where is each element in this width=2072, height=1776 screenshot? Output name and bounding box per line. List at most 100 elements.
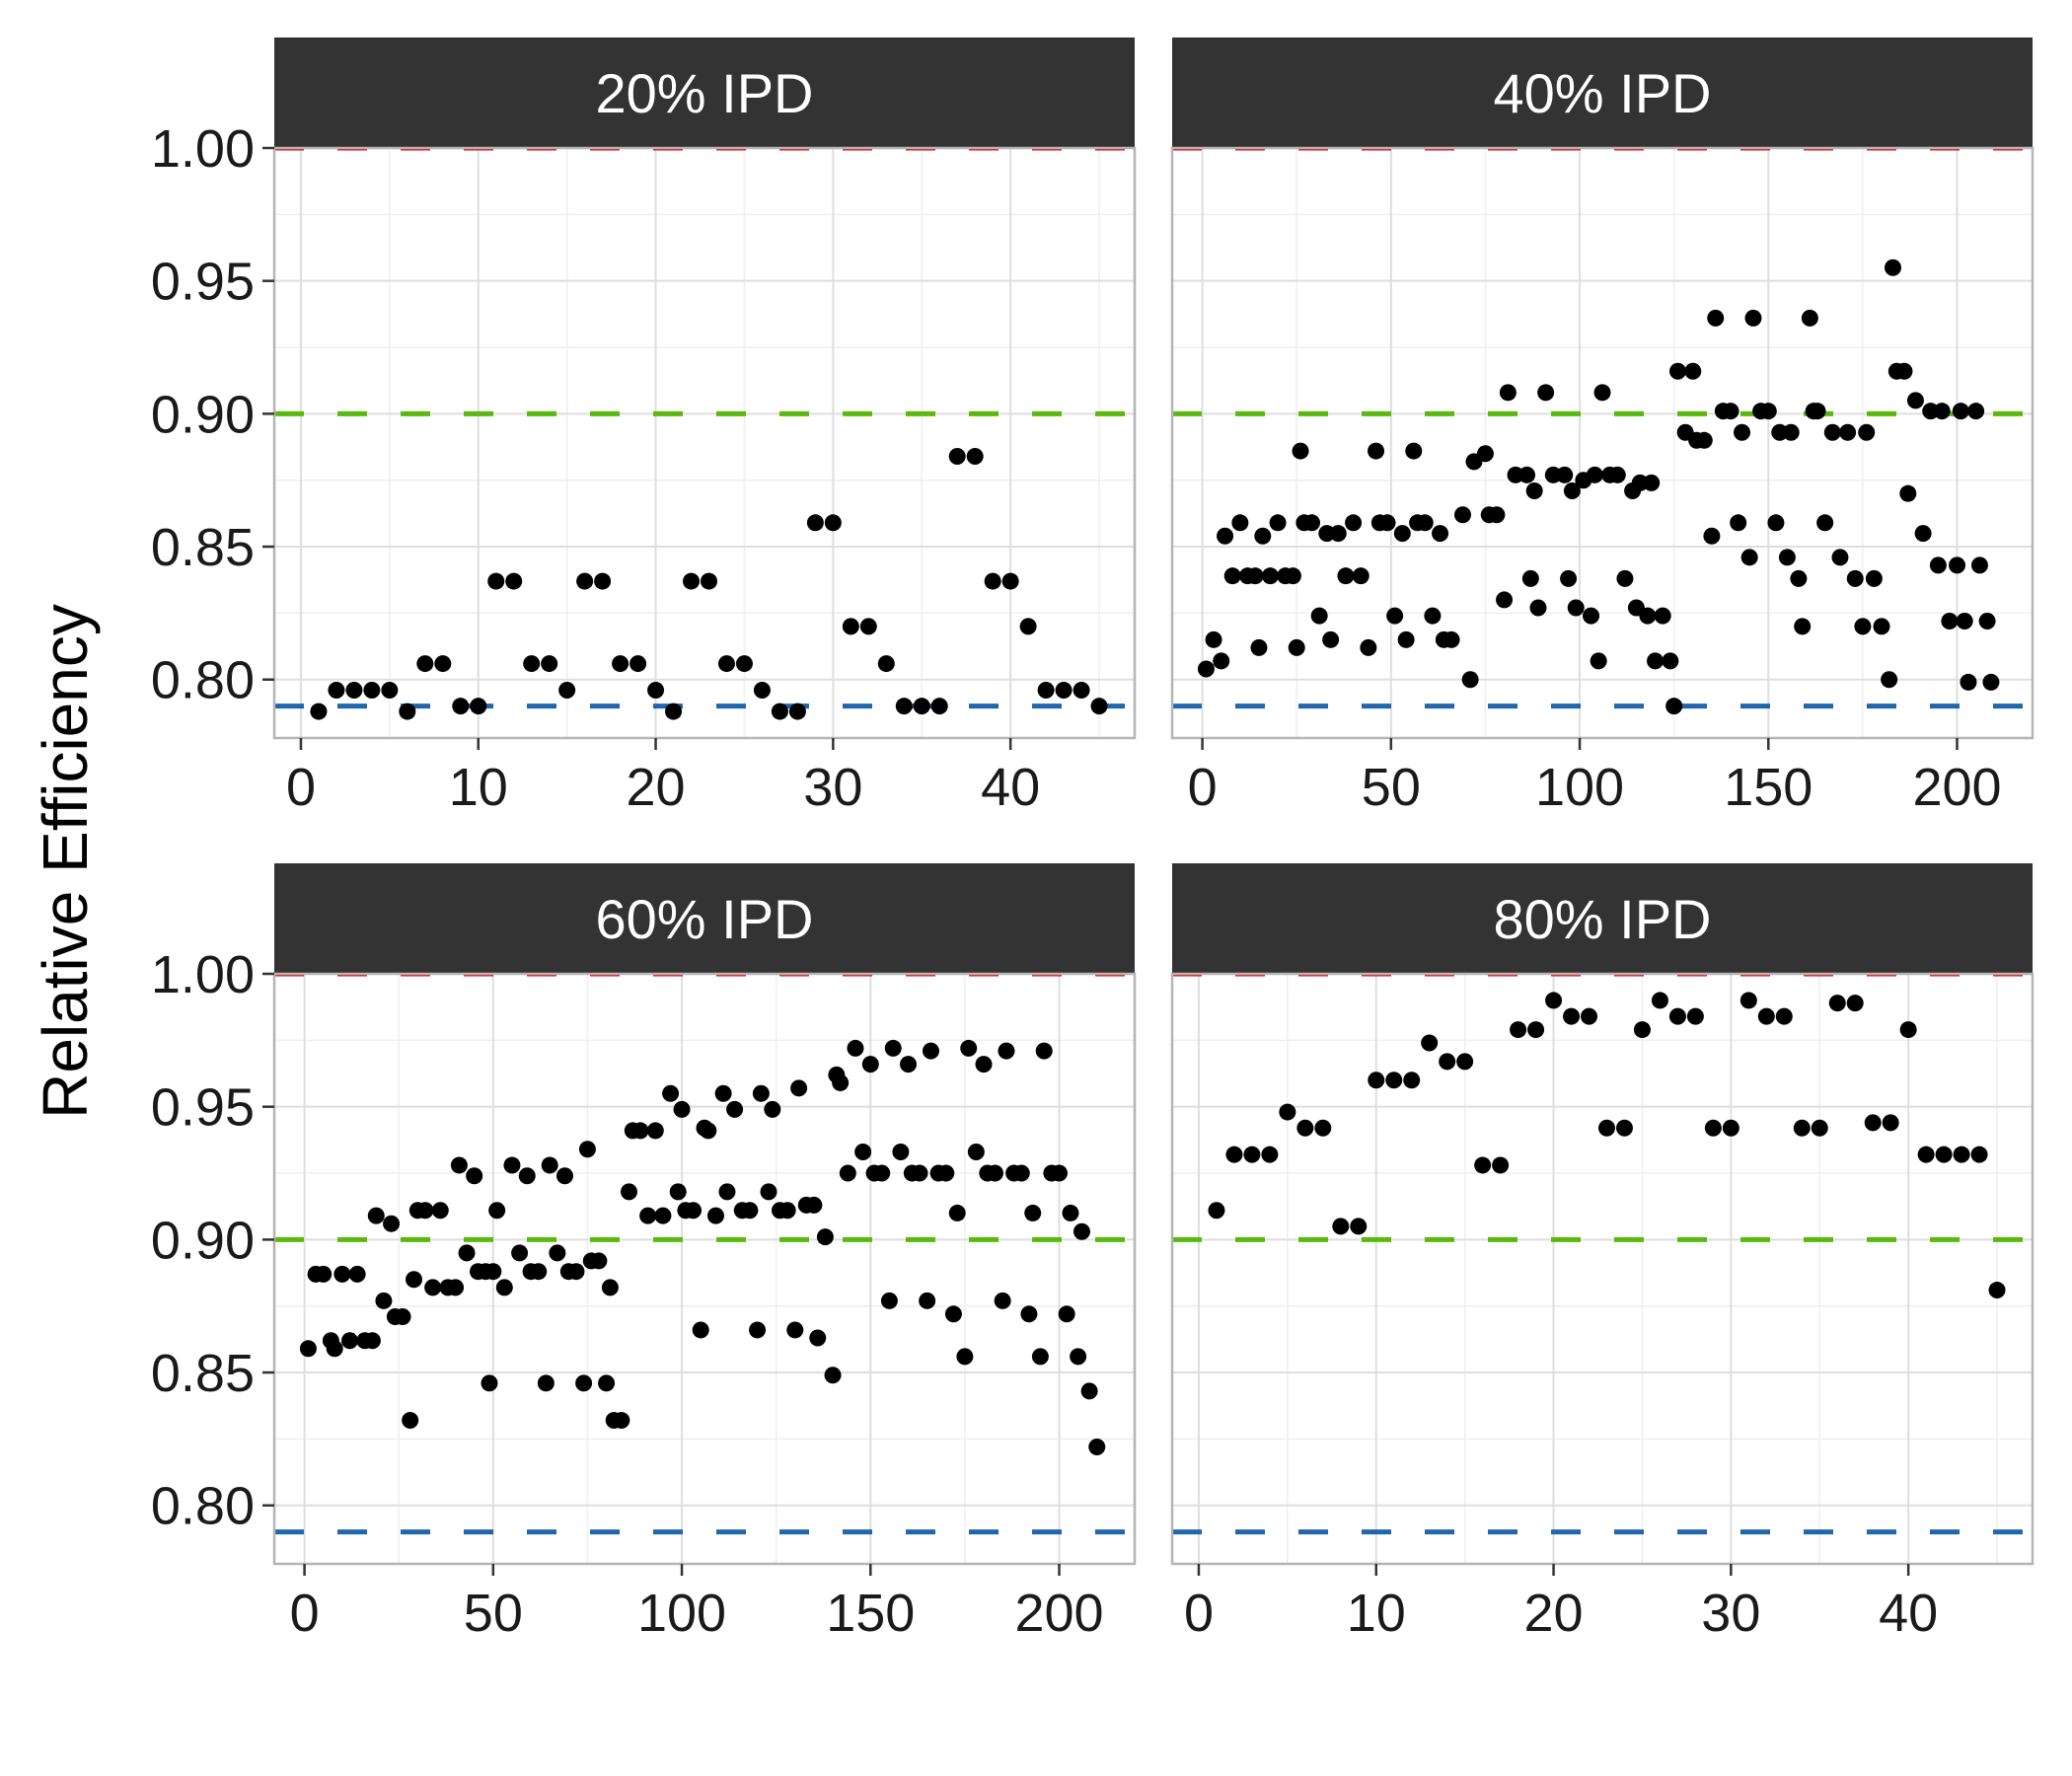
data-point bbox=[383, 1215, 401, 1232]
data-point bbox=[1703, 527, 1721, 545]
data-point bbox=[1303, 514, 1321, 532]
data-point bbox=[567, 1263, 585, 1281]
data-point bbox=[1809, 403, 1826, 420]
data-point bbox=[832, 1073, 850, 1091]
data-point bbox=[1019, 618, 1037, 635]
data-point bbox=[1073, 1222, 1090, 1240]
data-point bbox=[1615, 1119, 1633, 1137]
facet-strip bbox=[1172, 863, 2033, 974]
facet-panel-1: 20% IPD 0.80 0.85 0.90 0.95 1.00 0 10 20 30 40 bbox=[151, 37, 1137, 817]
data-point bbox=[612, 655, 629, 673]
x-tick-label: 150 bbox=[826, 1584, 915, 1643]
data-point bbox=[578, 1141, 596, 1158]
data-point bbox=[1269, 514, 1287, 532]
x-tick-label: 20 bbox=[627, 758, 686, 817]
data-point bbox=[1960, 673, 1977, 691]
data-point bbox=[1668, 362, 1686, 380]
data-point bbox=[1730, 514, 1747, 532]
y-tick-label: 0.95 bbox=[151, 253, 255, 312]
data-point bbox=[1586, 466, 1603, 483]
data-point bbox=[1385, 1072, 1403, 1089]
data-point bbox=[647, 682, 665, 700]
y-tick-label: 0.85 bbox=[151, 1344, 255, 1403]
data-point bbox=[654, 1207, 672, 1224]
panel-background bbox=[274, 974, 1135, 1564]
data-point bbox=[842, 618, 859, 635]
data-point bbox=[1581, 1007, 1598, 1025]
data-point bbox=[1073, 682, 1090, 700]
data-point bbox=[1058, 1305, 1075, 1323]
panel-plot-area bbox=[274, 148, 1135, 738]
data-point bbox=[646, 1122, 664, 1140]
panel-border bbox=[272, 146, 1137, 740]
data-point bbox=[1556, 466, 1574, 483]
data-point bbox=[1899, 1021, 1917, 1039]
data-point bbox=[1722, 1119, 1739, 1137]
data-point bbox=[1208, 1202, 1225, 1220]
data-point bbox=[381, 682, 399, 700]
data-point bbox=[1722, 403, 1739, 420]
data-point bbox=[1051, 1164, 1069, 1182]
data-point bbox=[484, 1263, 502, 1281]
data-point bbox=[1223, 567, 1241, 585]
y-tick-label: 1.00 bbox=[151, 119, 255, 179]
data-point bbox=[576, 572, 594, 590]
data-point bbox=[629, 655, 647, 673]
data-point bbox=[948, 1204, 966, 1221]
data-point bbox=[1292, 442, 1309, 460]
y-tick-label: 0.95 bbox=[151, 1078, 255, 1138]
data-point bbox=[1397, 630, 1415, 648]
data-point bbox=[1816, 514, 1834, 532]
data-point bbox=[1284, 567, 1301, 585]
data-point bbox=[753, 682, 771, 700]
data-point bbox=[1062, 1204, 1079, 1221]
data-point bbox=[470, 698, 487, 715]
data-point bbox=[555, 1167, 573, 1185]
x-tick-label: 30 bbox=[1701, 1584, 1760, 1643]
data-point bbox=[1424, 607, 1442, 625]
data-point bbox=[1935, 1146, 1953, 1163]
data-point bbox=[824, 1367, 842, 1384]
data-point bbox=[466, 1167, 483, 1185]
data-point bbox=[1070, 1348, 1087, 1366]
data-point bbox=[1368, 442, 1385, 460]
data-point bbox=[1828, 995, 1846, 1012]
data-point bbox=[1243, 1146, 1261, 1163]
data-point bbox=[692, 1321, 709, 1339]
data-point bbox=[854, 1143, 872, 1160]
data-point bbox=[764, 1100, 781, 1118]
data-point bbox=[394, 1307, 411, 1325]
data-point bbox=[1899, 484, 1917, 502]
data-point bbox=[1794, 618, 1812, 635]
data-point bbox=[1651, 992, 1668, 1009]
data-point bbox=[1217, 527, 1234, 545]
data-point bbox=[662, 1084, 680, 1102]
panel-plot-area bbox=[1172, 974, 2033, 1564]
data-point bbox=[1001, 572, 1019, 590]
data-point bbox=[1929, 556, 1947, 574]
data-point bbox=[1793, 1119, 1811, 1137]
panel-plot-area bbox=[274, 974, 1135, 1564]
data-point bbox=[328, 682, 345, 700]
data-point bbox=[1811, 1119, 1828, 1137]
data-point bbox=[1254, 527, 1272, 545]
data-point bbox=[598, 1374, 616, 1392]
data-point bbox=[1952, 403, 1969, 420]
data-point bbox=[518, 1167, 536, 1185]
data-point bbox=[1474, 1156, 1492, 1174]
data-point bbox=[345, 682, 363, 700]
data-point bbox=[621, 1183, 638, 1201]
data-point bbox=[1801, 309, 1818, 327]
data-point bbox=[847, 1039, 864, 1057]
data-point bbox=[994, 1292, 1011, 1309]
data-point bbox=[481, 1374, 498, 1392]
data-point bbox=[1310, 607, 1328, 625]
data-point bbox=[458, 1244, 476, 1262]
data-point bbox=[861, 1056, 879, 1073]
data-point bbox=[919, 1292, 936, 1309]
data-point bbox=[717, 655, 735, 673]
data-point bbox=[998, 1042, 1015, 1060]
data-point bbox=[1790, 569, 1808, 587]
data-point bbox=[1616, 569, 1634, 587]
data-point bbox=[960, 1039, 978, 1057]
